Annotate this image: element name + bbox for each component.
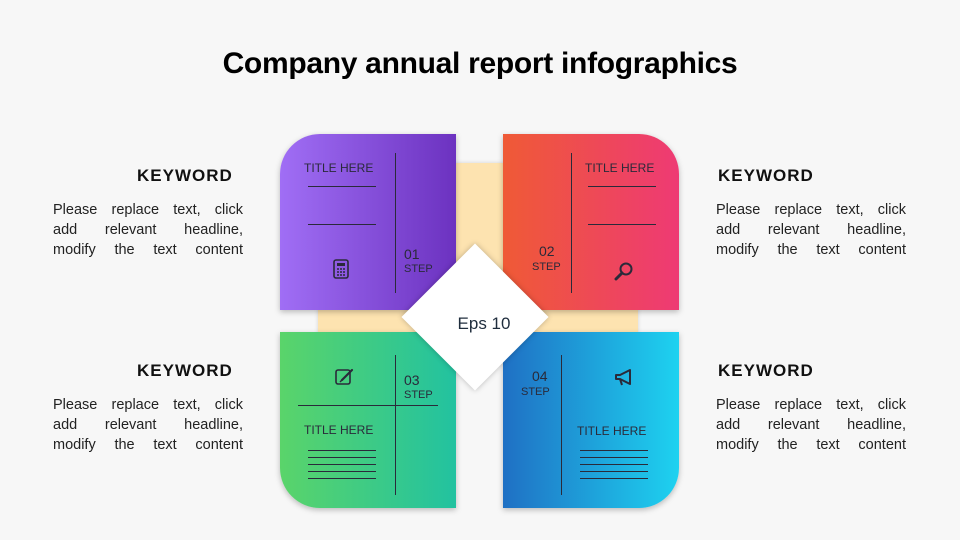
step-label-01: STEP [404,263,433,275]
text-line [580,478,648,479]
divider-line [298,405,438,406]
step-number-02: 02 [539,243,555,259]
step-title-02: TITLE HERE [585,161,655,175]
megaphone-icon [615,369,631,386]
text-line [308,478,376,479]
divider-line [395,153,396,293]
description-line: modify the text content [716,437,906,453]
divider-line [395,355,396,495]
divider-line [308,224,376,225]
divider-line [588,186,656,187]
keyword-heading-2: KEYWORD [718,166,814,185]
description-line: add relevant headline, [716,417,906,433]
divider-line [561,355,562,495]
description-line: modify the text content [53,437,243,453]
keyword-heading-1: KEYWORD [137,166,233,185]
divider-line [308,186,376,187]
step-label-03: STEP [404,389,433,401]
step-block-03 [280,332,456,508]
page-title: Company annual report infographics [222,47,738,80]
calculator-icon [333,259,349,279]
keyword-heading-4: KEYWORD [718,361,814,380]
step-title-01: TITLE HERE [304,161,374,175]
text-line [308,471,376,472]
step-label-02: STEP [532,261,561,273]
divider-line [571,153,572,293]
text-line [580,471,648,472]
edit-note-icon [335,368,354,385]
text-line [580,464,648,465]
keyword-description-2: Please replace text, click add relevant … [716,200,906,260]
description-line: Please replace text, click [716,397,906,413]
step-number-03: 03 [404,372,420,388]
description-line: modify the text content [53,242,243,258]
text-line [308,464,376,465]
description-line: Please replace text, click [716,202,906,218]
keyword-description-1: Please replace text, click add relevant … [53,200,243,260]
step-block-04 [503,332,679,508]
description-line: Please replace text, click [53,202,243,218]
text-line [308,450,376,451]
keyword-description-3: Please replace text, click add relevant … [53,395,243,455]
keyword-description-4: Please replace text, click add relevant … [716,395,906,455]
description-line: modify the text content [716,242,906,258]
step-title-03: TITLE HERE [304,423,374,437]
description-line: add relevant headline, [716,222,906,238]
step-label-04: STEP [521,386,550,398]
text-line [308,457,376,458]
step-number-04: 04 [532,368,548,384]
description-line: add relevant headline, [53,417,243,433]
text-line [580,450,648,451]
step-title-04: TITLE HERE [577,424,647,438]
text-line [580,457,648,458]
description-line: Please replace text, click [53,397,243,413]
step-block-02 [503,134,679,310]
center-label: Eps 10 [457,314,511,333]
step-number-01: 01 [404,246,420,262]
keyword-heading-3: KEYWORD [137,361,233,380]
description-line: add relevant headline, [53,222,243,238]
divider-line [588,224,656,225]
step-block-01 [280,134,456,310]
magnifier-icon [614,262,633,281]
